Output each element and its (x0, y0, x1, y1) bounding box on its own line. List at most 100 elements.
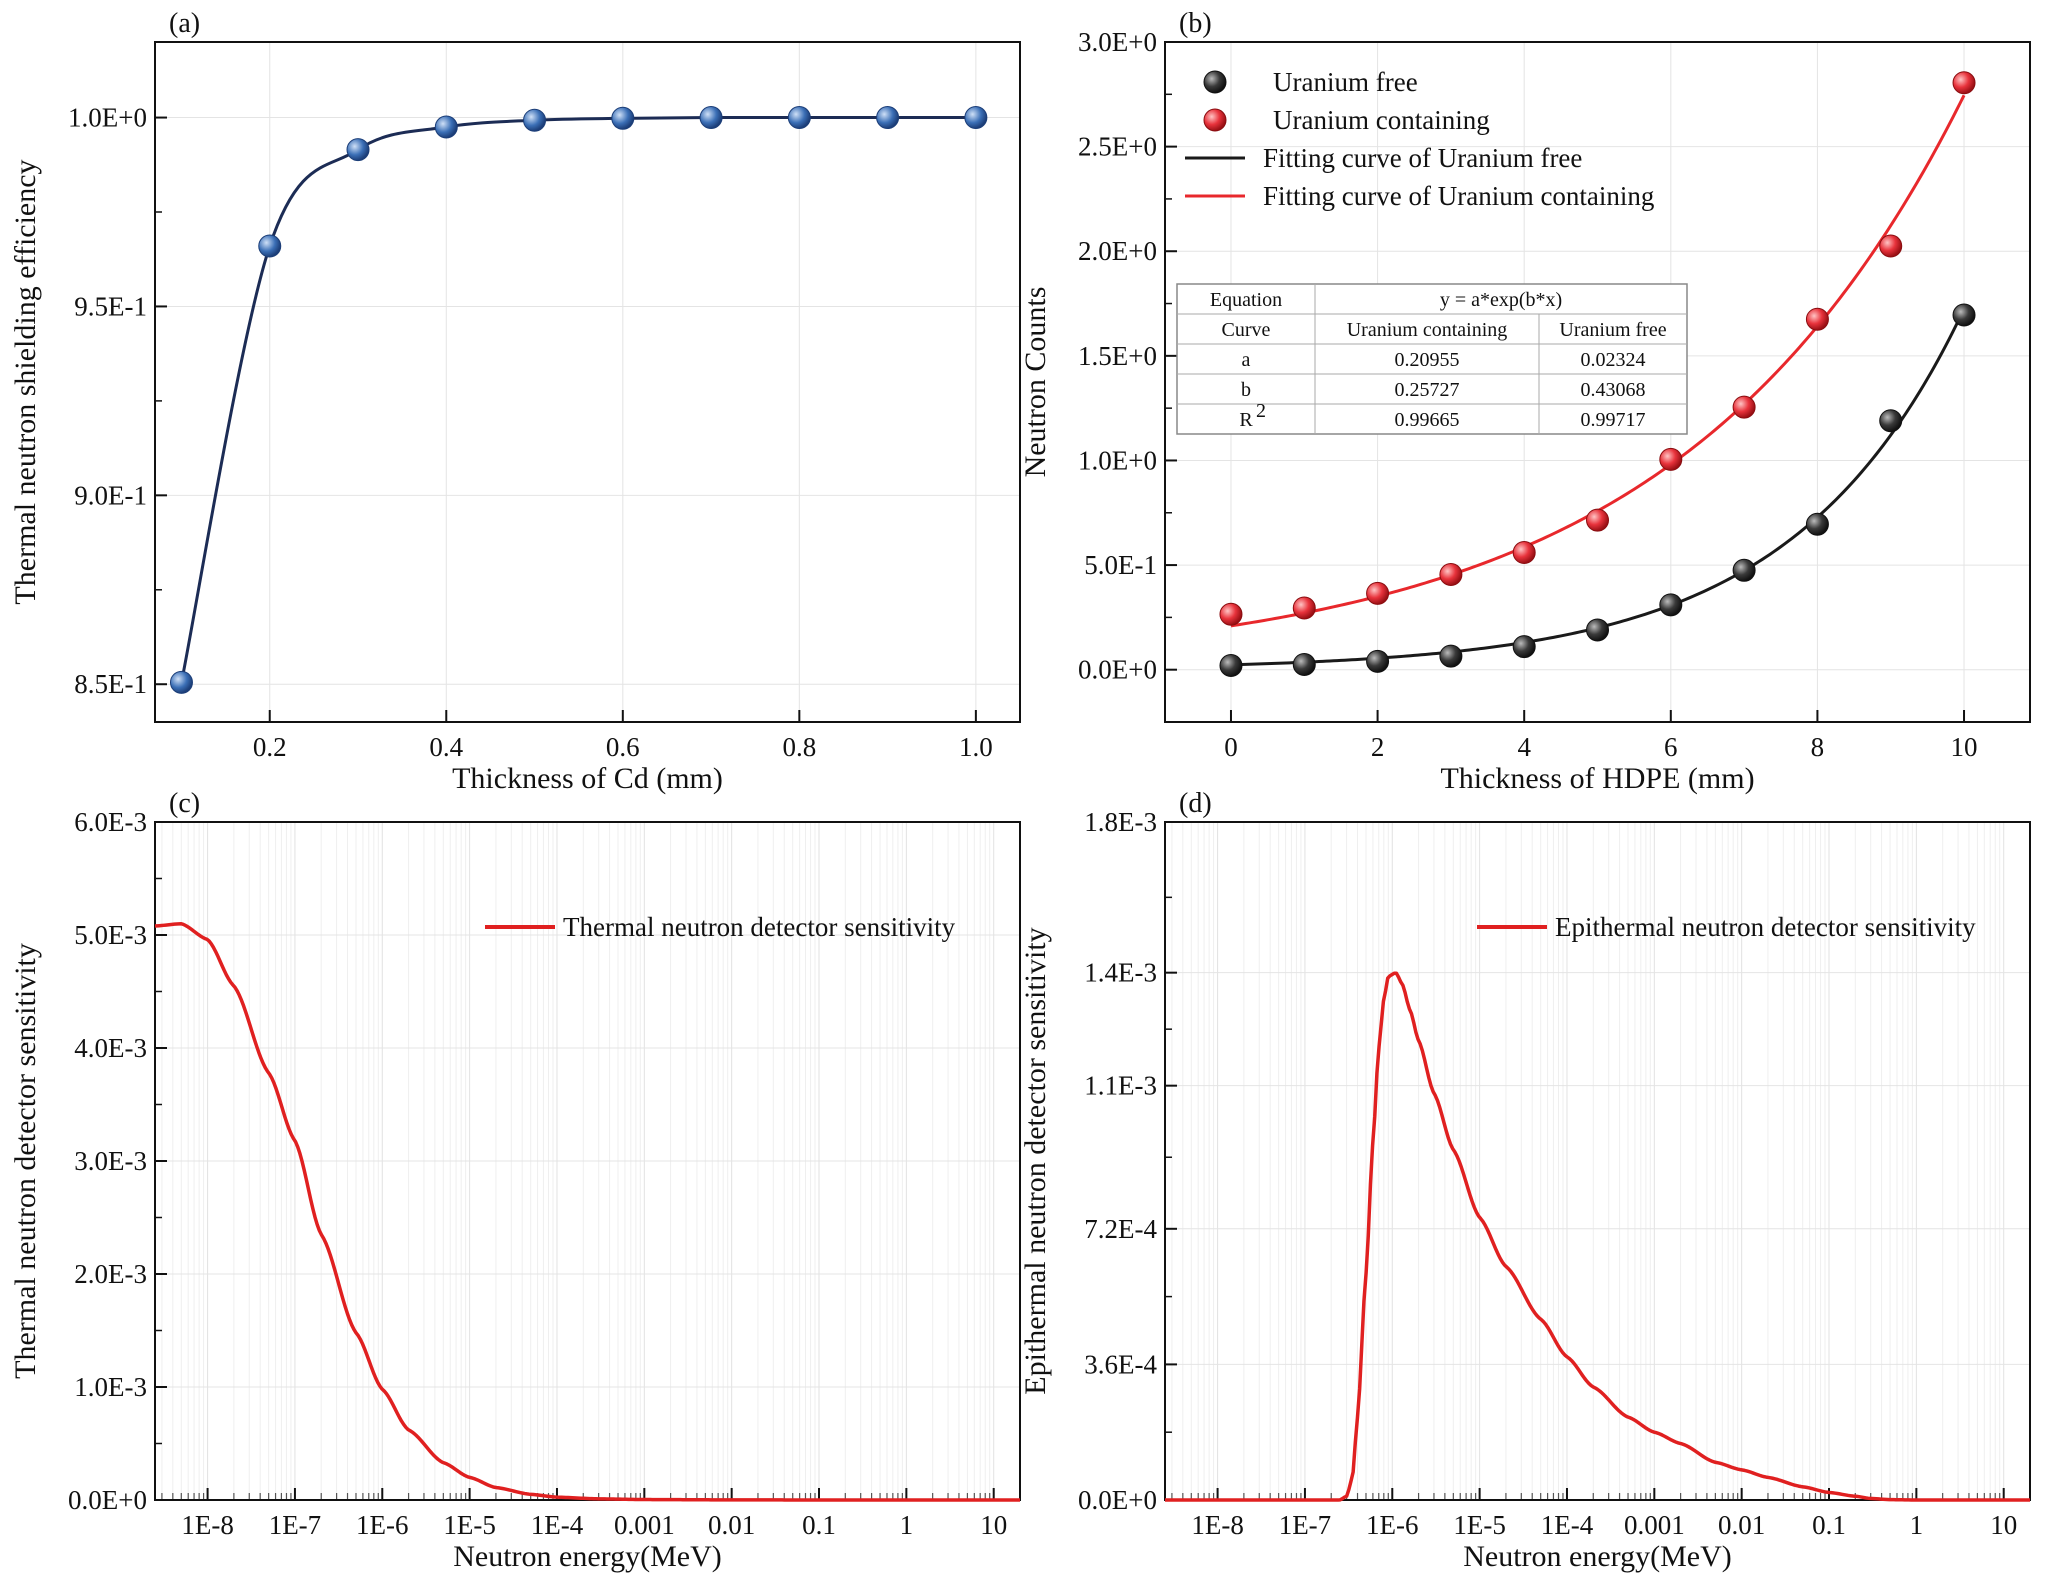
x-tick-label: 1E-4 (1541, 1510, 1594, 1540)
plot-frame (154, 41, 1021, 723)
y-tick-label: 9.0E-1 (74, 480, 147, 510)
data-point (611, 106, 635, 130)
y-tick-label: 4.0E-3 (74, 1033, 147, 1063)
x-axis-label: Neutron energy(MeV) (1463, 1540, 1732, 1573)
data-point-1 (1879, 234, 1903, 258)
panel-1: 0 2 4 6 8 10 0.0E+0 5.0E-1 1.0E+0 1.5E+0 2.0E+0 2.5… (1019, 8, 2031, 795)
y-tick-label: 0.0E+0 (68, 1485, 147, 1515)
table-cell: 0.25727 (1395, 379, 1460, 401)
data-point (346, 138, 370, 162)
table-cell: Equation (1210, 289, 1282, 311)
data-point-1 (1219, 602, 1243, 626)
data-point-1 (1366, 581, 1390, 605)
table-cell: y = a*exp(b*x) (1440, 289, 1562, 311)
data-point-0 (1952, 303, 1976, 327)
data-point-0 (1512, 635, 1536, 659)
x-tick-label: 4 (1517, 732, 1531, 762)
panel-label: (c) (169, 788, 200, 819)
series-line (1165, 971, 2030, 1502)
data-point-0 (1586, 618, 1609, 642)
x-axis-label: Thickness of HDPE (mm) (1440, 762, 1754, 795)
table-cell: b (1241, 379, 1251, 401)
legend-label: Epithermal neutron detector sensitivity (1555, 912, 1976, 942)
y-tick-label: 9.5E-1 (74, 291, 147, 321)
data-point-1 (1952, 71, 1976, 95)
y-tick-label: 0.0E+0 (1078, 1485, 1157, 1515)
table-cell: Curve (1222, 319, 1271, 341)
table-cell: a (1242, 349, 1251, 371)
y-axis-label: Thermal neutron detector sensitivity (9, 943, 42, 1379)
data-point (876, 106, 900, 130)
data-point-1 (1586, 508, 1609, 532)
y-tick-label: 1.1E-3 (1084, 1071, 1157, 1101)
x-tick-label: 0.001 (1624, 1510, 1685, 1540)
x-tick-label: 8 (1811, 732, 1825, 762)
y-tick-label: 2.0E-3 (74, 1259, 147, 1289)
table-cell: 0.20955 (1395, 349, 1460, 371)
x-tick-label: 1E-6 (356, 1510, 408, 1540)
plot-frame (1164, 41, 2031, 723)
data-point-0 (1659, 593, 1683, 617)
data-point (169, 670, 193, 694)
x-tick-label: 0.001 (614, 1510, 675, 1540)
y-tick-label: 1.4E-3 (1084, 958, 1157, 988)
x-tick-label: 1 (1910, 1510, 1924, 1540)
legend-label: Fitting curve of Uranium containing (1263, 181, 1654, 211)
table-cell: R (1239, 409, 1253, 431)
x-tick-label: 1 (900, 1510, 914, 1540)
y-tick-label: 1.0E+0 (68, 103, 147, 133)
legend-marker (1203, 70, 1227, 94)
y-tick-label: 3.0E-3 (74, 1146, 147, 1176)
y-axis-label: Neutron Counts (1019, 287, 1052, 478)
data-point (787, 106, 811, 130)
data-point-0 (1732, 558, 1756, 582)
y-tick-label: 6.0E-3 (74, 807, 147, 837)
panel-label: (d) (1179, 788, 1212, 819)
x-tick-label: 0.2 (253, 732, 287, 762)
y-tick-label: 8.5E-1 (74, 669, 147, 699)
x-tick-label: 0.01 (708, 1510, 755, 1540)
x-tick-label: 2 (1371, 732, 1385, 762)
y-tick-label: 5.0E-3 (74, 920, 147, 950)
data-point-1 (1659, 447, 1683, 471)
x-tick-label: 0 (1224, 732, 1238, 762)
data-point-1 (1292, 596, 1316, 620)
table-cell: Uranium free (1559, 319, 1666, 341)
data-point-0 (1879, 409, 1903, 433)
x-tick-label: 1E-7 (269, 1510, 321, 1540)
x-axis-label: Thickness of Cd (mm) (452, 762, 723, 795)
x-tick-label: 1.0 (959, 732, 993, 762)
table-cell: 0.43068 (1581, 379, 1646, 401)
data-point-0 (1805, 512, 1829, 536)
x-tick-label: 1E-6 (1366, 1510, 1418, 1540)
x-tick-label: 0.6 (606, 732, 640, 762)
y-tick-label: 1.5E+0 (1078, 341, 1157, 371)
data-point-1 (1439, 562, 1463, 586)
x-axis-label: Neutron energy(MeV) (453, 1540, 722, 1573)
table-cell: Uranium containing (1347, 319, 1508, 341)
y-tick-label: 7.2E-4 (1084, 1214, 1157, 1244)
data-point (964, 106, 988, 130)
data-point (699, 106, 723, 130)
data-point-1 (1805, 307, 1829, 331)
x-tick-label: 10 (1990, 1510, 2017, 1540)
plot-frame (1164, 821, 2031, 1501)
x-tick-label: 1E-8 (1191, 1510, 1243, 1540)
legend-marker (1203, 108, 1227, 132)
x-tick-label: 1E-8 (181, 1510, 233, 1540)
x-tick-label: 0.4 (429, 732, 463, 762)
x-tick-label: 0.01 (1718, 1510, 1765, 1540)
data-point (258, 234, 282, 258)
panel-2: 1E-8 1E-7 1E-6 1E-5 1E-4 0.001 0.01 0.1 1 10 0.0E+… (9, 788, 1021, 1573)
panel-label: (b) (1179, 8, 1212, 39)
data-point (523, 108, 547, 132)
x-tick-label: 1E-4 (531, 1510, 584, 1540)
x-tick-label: 0.8 (782, 732, 816, 762)
y-tick-label: 1.0E-3 (74, 1372, 147, 1402)
legend-label: Uranium containing (1273, 105, 1490, 135)
y-axis-label: Thermal neutron shielding efficiency (9, 159, 42, 604)
legend-label: Thermal neutron detector sensitivity (563, 912, 956, 942)
x-tick-label: 6 (1664, 732, 1678, 762)
